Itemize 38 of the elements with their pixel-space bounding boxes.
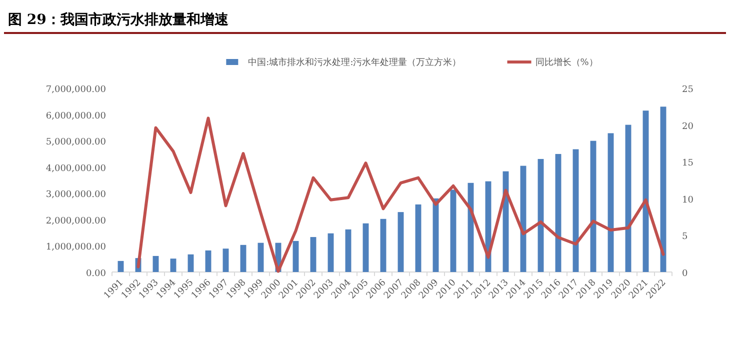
- bar: [310, 237, 316, 272]
- bar: [170, 258, 176, 272]
- y2-tick-label: 20: [682, 122, 694, 132]
- y-tick-label: 4,000,000.00: [46, 164, 106, 174]
- bar: [380, 218, 386, 272]
- y-tick-label: 6,000,000.00: [46, 111, 106, 122]
- bar: [572, 149, 579, 272]
- y-tick-label: 5,000,000.00: [46, 138, 106, 148]
- bar: [398, 212, 404, 272]
- y-tick-label: 0.00: [86, 269, 106, 279]
- y-tick-label: 1,000,000.00: [46, 242, 106, 253]
- bar: [345, 229, 352, 272]
- y2-tick-label: 25: [682, 85, 694, 95]
- bar: [188, 254, 194, 272]
- chart-title: 图 29：我国市政污水排放量和增速: [8, 11, 230, 28]
- y2-tick-label: 10: [682, 195, 694, 206]
- bar: [258, 242, 264, 272]
- bar: [450, 190, 456, 272]
- bar: [328, 233, 334, 272]
- legend-label: 中国:城市排水和污水处理:污水年处理量（万立方米）: [248, 57, 462, 68]
- bar: [240, 244, 246, 272]
- y2-tick-label: 5: [682, 232, 688, 242]
- bar: [118, 260, 124, 272]
- y-tick-label: 7,000,000.00: [46, 85, 106, 95]
- y-tick-label: 3,000,000.00: [46, 190, 106, 200]
- legend-label: 同比增长（%）: [535, 57, 598, 68]
- bar: [625, 124, 632, 272]
- bar: [608, 133, 614, 272]
- y2-tick-label: 0: [682, 269, 688, 279]
- bar: [222, 248, 229, 272]
- y2-tick-label: 15: [682, 158, 694, 169]
- bar: [555, 154, 562, 272]
- y-tick-label: 2,000,000.00: [46, 216, 106, 226]
- bar: [292, 240, 299, 272]
- bar: [415, 204, 422, 272]
- bar: [205, 250, 212, 272]
- bar: [152, 256, 159, 272]
- bar: [362, 223, 369, 272]
